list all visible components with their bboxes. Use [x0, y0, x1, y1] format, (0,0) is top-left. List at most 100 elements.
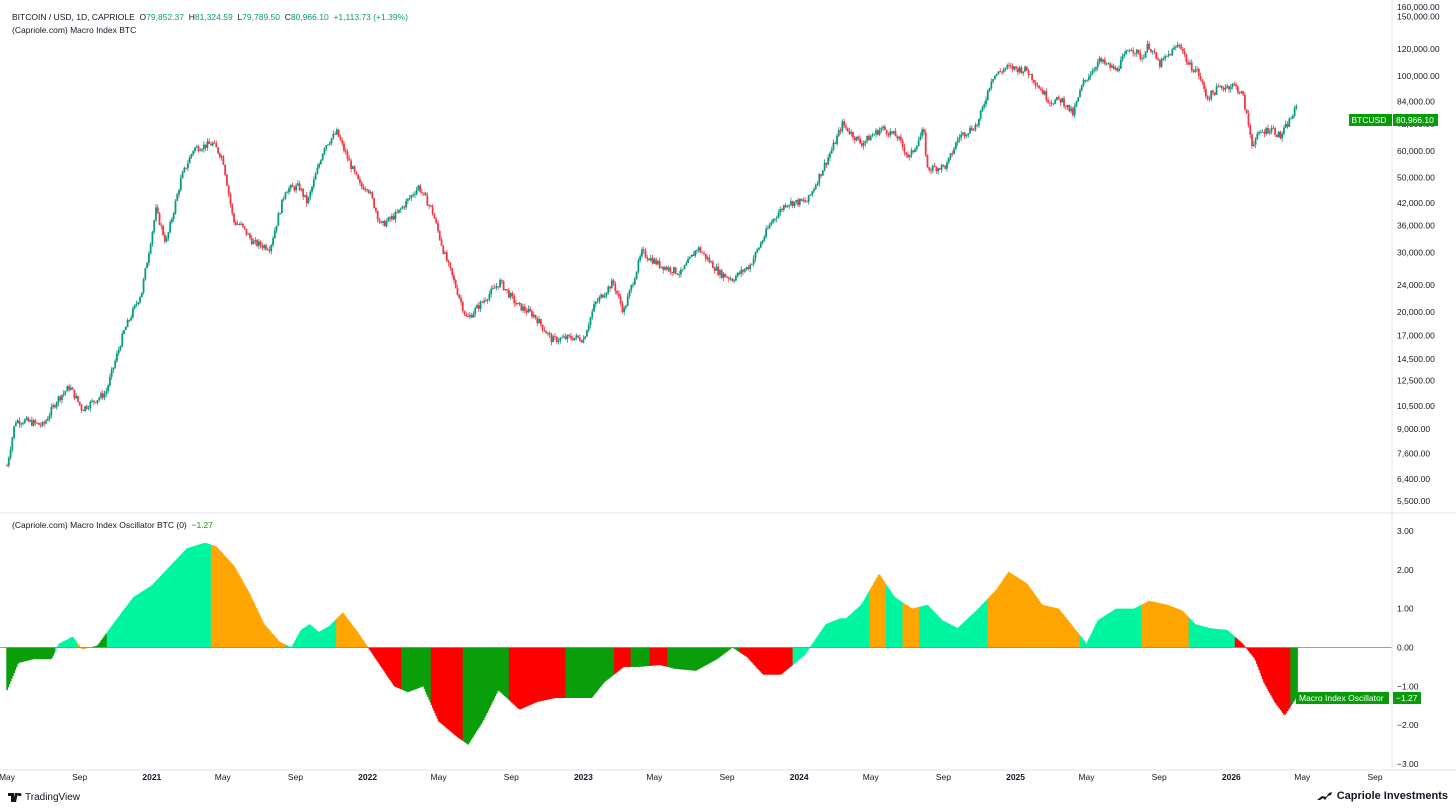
- candle-body: [816, 183, 819, 186]
- oscillator-bar: [1084, 642, 1087, 648]
- candle-body: [993, 75, 996, 80]
- oscillator-bar: [713, 647, 715, 661]
- candle-body: [664, 267, 666, 270]
- oscillator-bar: [903, 603, 906, 648]
- oscillator-bar: [863, 599, 866, 648]
- symbol-ohlc-legend: BITCOIN / USD, 1D, CAPRIOLE O79,852.37 H…: [12, 12, 408, 22]
- oscillator-bar: [521, 647, 524, 709]
- candle-body: [857, 136, 860, 139]
- candle-body: [357, 174, 360, 180]
- candle-body: [1082, 80, 1085, 86]
- candle-body: [843, 121, 846, 126]
- candle-body: [1089, 74, 1092, 77]
- candle-body: [343, 143, 345, 151]
- oscillator-bar: [58, 643, 60, 648]
- candle-body: [1233, 83, 1236, 85]
- oscillator-bar: [941, 620, 944, 648]
- candle-body: [727, 277, 730, 280]
- candle-body: [1004, 67, 1007, 70]
- candle-body: [114, 360, 117, 368]
- oscillator-bar: [517, 647, 519, 709]
- candle-body: [701, 252, 704, 254]
- oscillator-bar: [73, 639, 76, 648]
- candle-body: [1203, 82, 1206, 90]
- candle-body: [234, 222, 237, 225]
- candle-body: [187, 163, 189, 169]
- oscillator-bar: [50, 647, 52, 660]
- oscillator-bar: [332, 622, 335, 648]
- oscillator-bar: [585, 647, 588, 698]
- oscillator-bar: [1293, 647, 1296, 701]
- oscillator-bar: [363, 641, 365, 648]
- oscillator-bar: [256, 610, 259, 648]
- candle-body: [422, 192, 425, 194]
- capriole-label: Capriole Investments: [1336, 790, 1448, 802]
- candle-body: [543, 329, 546, 332]
- candle-body: [220, 156, 223, 158]
- oscillator-legend[interactable]: (Capriole.com) Macro Index Oscillator BT…: [12, 520, 213, 530]
- oscillator-bar: [53, 647, 56, 654]
- price-tick-label: 17,000.00: [1397, 331, 1435, 341]
- oscillator-bar: [721, 647, 724, 656]
- oscillator-bar: [623, 647, 626, 667]
- oscillator-bar: [884, 583, 887, 648]
- oscillator-bar: [507, 647, 510, 700]
- oscillator-bar: [811, 644, 814, 648]
- candle-body: [1155, 52, 1158, 59]
- oscillator-bar: [1270, 647, 1272, 696]
- candle-body: [710, 261, 713, 263]
- oscillator-bar: [1017, 577, 1019, 648]
- oscillator-bar: [294, 639, 297, 648]
- candle-body: [190, 154, 193, 158]
- oscillator-bar: [301, 628, 304, 648]
- tradingview-branding[interactable]: TradingView: [8, 792, 80, 803]
- candle-body: [241, 223, 244, 227]
- oscillator-bar: [46, 647, 49, 660]
- candle-body: [295, 185, 297, 191]
- oscillator-bar: [491, 647, 493, 704]
- candle-body: [891, 131, 893, 134]
- oscillator-bar: [119, 614, 122, 648]
- close-label: C: [284, 12, 291, 22]
- oscillator-bar: [1136, 606, 1139, 648]
- candle-body: [275, 225, 278, 231]
- oscillator-bar: [512, 647, 514, 704]
- candle-body: [1151, 51, 1154, 53]
- indicator-legend[interactable]: (Capriole.com) Macro Index BTC: [12, 25, 137, 35]
- oscillator-bar: [221, 553, 224, 648]
- oscillator-bar: [922, 605, 925, 648]
- oscillator-bar: [1208, 628, 1211, 648]
- oscillator-bar: [891, 594, 894, 648]
- candle-body: [62, 393, 65, 395]
- candle-body: [1275, 134, 1278, 137]
- candle-body: [805, 201, 808, 203]
- oscillator-bar: [682, 647, 685, 670]
- oscillator-bar: [418, 647, 421, 688]
- oscillator-bar: [746, 647, 749, 658]
- oscillator-bar: [232, 564, 234, 648]
- candle-body: [830, 149, 833, 154]
- oscillator-bar: [1101, 617, 1103, 648]
- oscillator-bar: [579, 647, 582, 698]
- oscillator-bar: [865, 595, 868, 648]
- oscillator-bar: [261, 620, 264, 648]
- oscillator-bar: [476, 647, 479, 730]
- oscillator-bar: [486, 647, 488, 713]
- oscillator-bar: [107, 630, 110, 648]
- oscillator-bar: [1043, 605, 1045, 648]
- oscillator-bar: [880, 576, 882, 648]
- candle-body: [639, 256, 642, 261]
- candle-body: [344, 150, 347, 153]
- oscillator-bar: [364, 643, 367, 648]
- oscillator-bar: [498, 647, 500, 691]
- oscillator-bar: [694, 647, 697, 671]
- oscillator-bar: [355, 629, 357, 648]
- oscillator-bar: [390, 647, 393, 682]
- oscillator-bar: [1215, 628, 1218, 648]
- oscillator-bar: [138, 593, 141, 648]
- oscillator-bar: [167, 568, 169, 648]
- candle-body: [683, 265, 686, 270]
- oscillator-bar: [374, 647, 376, 658]
- oscillator-bar: [407, 647, 409, 693]
- oscillator-bar: [589, 647, 591, 698]
